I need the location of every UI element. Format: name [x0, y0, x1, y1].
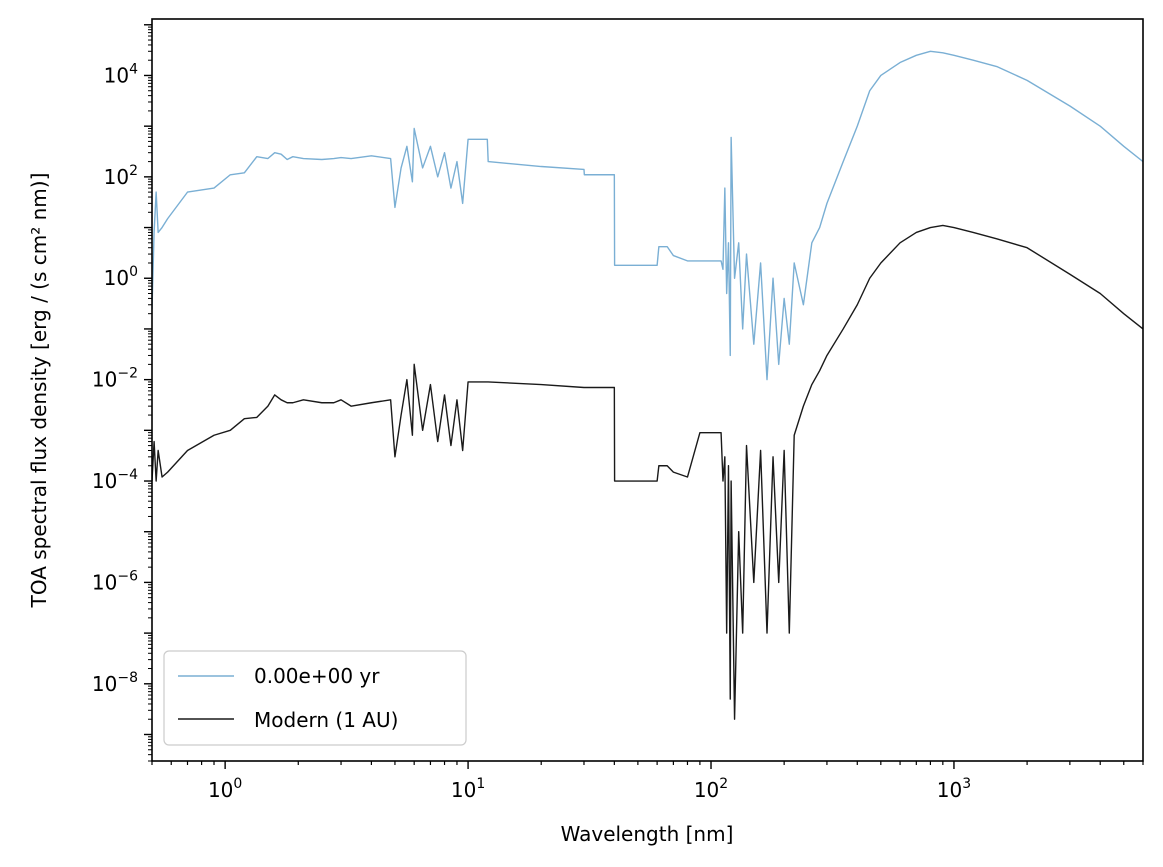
x-tick-label: 101: [451, 776, 485, 802]
y-tick-label: 104: [104, 61, 138, 87]
y-axis-label: TOA spectral flux density [erg / (s cm² …: [27, 173, 51, 609]
y-tick-label: 10−6: [92, 568, 138, 594]
y-tick-label: 102: [104, 163, 138, 189]
x-tick-label: 102: [694, 776, 728, 802]
x-tick-label: 103: [937, 776, 971, 802]
legend-label-1: Modern (1 AU): [254, 708, 398, 732]
series-layer: [152, 50, 1143, 720]
x-axis: 100 101 102 103: [151, 761, 1144, 802]
series-line-1: [152, 224, 1143, 720]
legend: 0.00e+00 yr Modern (1 AU): [163, 650, 467, 746]
plot-frame: [151, 18, 1144, 762]
y-axis: 10−8 10−6 10−4 10−2 100 102 104: [92, 24, 152, 762]
y-tick-label: 10−4: [92, 467, 138, 493]
y-tick-label: 100: [104, 264, 138, 290]
x-tick-label: 100: [208, 776, 242, 802]
legend-box: [163, 650, 467, 746]
y-tick-label: 10−8: [92, 670, 138, 696]
x-axis-label: Wavelength [nm]: [561, 822, 734, 846]
series-line-0: [152, 50, 1143, 381]
y-tick-label: 10−2: [92, 366, 138, 392]
legend-label-0: 0.00e+00 yr: [254, 664, 380, 688]
